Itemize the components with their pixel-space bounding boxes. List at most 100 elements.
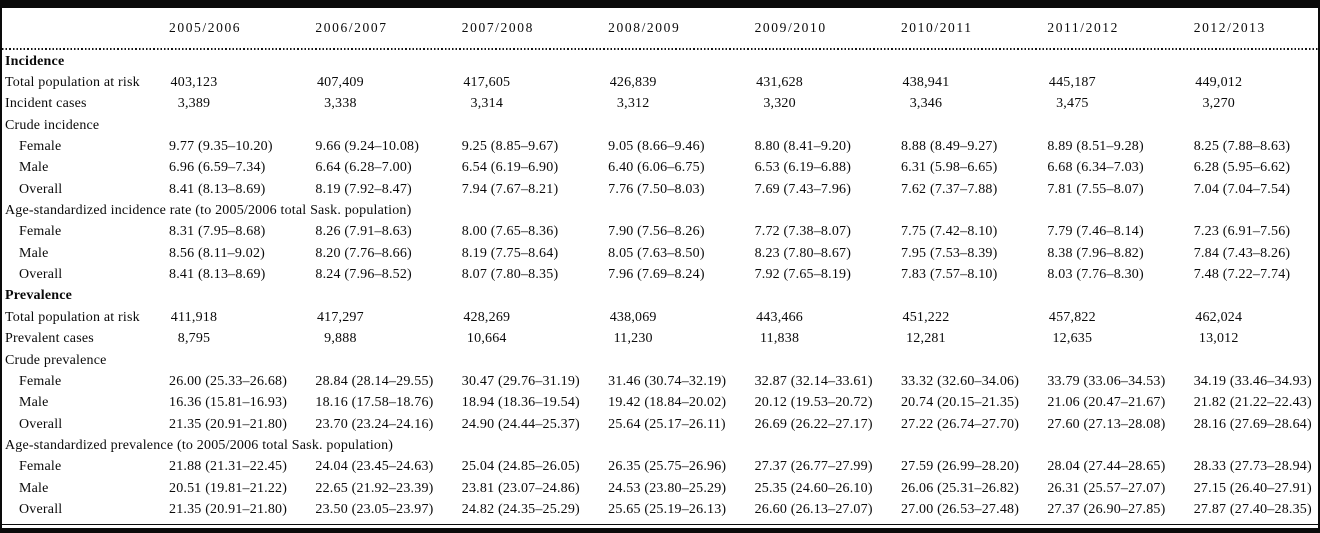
population-number: 457,822 bbox=[1048, 309, 1096, 325]
population-number: 449,012 bbox=[1195, 75, 1243, 91]
data-cell: 7.23 (6.91–7.56) bbox=[1193, 224, 1291, 240]
population-number: 8,795 bbox=[177, 331, 211, 347]
row-label: Male bbox=[19, 480, 49, 496]
data-cell: 6.28 (5.95–6.62) bbox=[1193, 160, 1291, 176]
data-cell: 6.31 (5.98–6.65) bbox=[900, 160, 998, 176]
data-cell: 25.35 (24.60–26.10) bbox=[754, 480, 873, 496]
data-cell: 30.47 (29.76–31.19) bbox=[461, 373, 580, 389]
table-row: Incidence bbox=[2, 51, 1318, 72]
data-cell: 7.04 (7.04–7.54) bbox=[1193, 181, 1291, 197]
data-cell: 8.23 (7.80–8.67) bbox=[754, 245, 852, 261]
data-cell: 426,839 bbox=[608, 75, 754, 91]
population-number: 12,635 bbox=[1052, 331, 1093, 347]
data-cell: 26.00 (25.33–26.68) bbox=[169, 373, 288, 389]
data-cell: 22.65 (21.92–23.39) bbox=[315, 480, 434, 496]
data-cell: 8.38 (7.96–8.82) bbox=[1047, 245, 1144, 261]
data-cell: 7.84 (7.43–8.26) bbox=[1193, 245, 1291, 261]
data-cell: 32.87 (32.14–33.61) bbox=[754, 373, 873, 389]
data-cell: 20.51 (19.81–21.22) bbox=[169, 480, 288, 496]
population-number: 3,346 bbox=[909, 96, 943, 112]
data-cell: 27.00 (26.53–27.48) bbox=[900, 501, 1020, 517]
row-label: Total population at risk bbox=[5, 75, 140, 91]
row-label: Male bbox=[19, 160, 49, 176]
table-row: Crude prevalence bbox=[2, 350, 1318, 371]
table-row: Overall 21.35 (20.91–21.80) 23.70 (23.24–2… bbox=[2, 414, 1318, 435]
column-header-year: 2007/2008 bbox=[461, 20, 534, 35]
table-row: Female 21.88 (21.31–22.45) 24.04 (23.45–24… bbox=[2, 457, 1318, 478]
population-number: 445,187 bbox=[1048, 75, 1096, 91]
data-cell: 7.90 (7.56–8.26) bbox=[608, 224, 705, 240]
table-row: Age-standardized incidence rate (to 2005… bbox=[2, 200, 1318, 221]
population-number: 3,389 bbox=[177, 96, 211, 112]
data-cell: 8.03 (7.76–8.30) bbox=[1047, 267, 1144, 283]
data-cell: 27.22 (26.74–27.70) bbox=[900, 416, 1020, 432]
data-cell: 8.31 (7.95–8.68) bbox=[169, 224, 266, 240]
data-cell: 8.41 (8.13–8.69) bbox=[169, 267, 266, 283]
data-cell: 18.16 (17.58–18.76) bbox=[315, 395, 434, 411]
data-cell: 8.19 (7.92–8.47) bbox=[315, 181, 412, 197]
data-cell: 33.32 (32.60–34.06) bbox=[900, 373, 1020, 389]
data-cell: 449,012 bbox=[1194, 75, 1318, 91]
data-cell: 407,409 bbox=[315, 75, 461, 91]
data-cell: 6.40 (6.06–6.75) bbox=[608, 160, 705, 176]
population-number: 411,918 bbox=[170, 309, 218, 325]
column-header-year: 2006/2007 bbox=[315, 20, 388, 35]
row-label: Age-standardized incidence rate (to 2005… bbox=[5, 203, 412, 219]
population-number: 3,320 bbox=[763, 96, 796, 112]
data-cell: 462,024 bbox=[1194, 310, 1318, 326]
table-row: Female 9.77 (9.35–10.20) 9.66 (9.24–10.08)… bbox=[2, 136, 1318, 157]
row-label: Crude prevalence bbox=[5, 352, 107, 368]
data-cell: 27.87 (27.40–28.35) bbox=[1193, 501, 1312, 517]
data-cell: 9,888 bbox=[315, 331, 461, 347]
data-cell: 25.64 (25.17–26.11) bbox=[608, 416, 726, 432]
data-cell: 3,338 bbox=[315, 96, 461, 112]
population-number: 11,230 bbox=[613, 331, 653, 347]
table-row: Female 26.00 (25.33–26.68) 28.84 (28.14–29… bbox=[2, 371, 1318, 392]
population-number: 438,069 bbox=[609, 309, 657, 325]
table-row: Male 6.96 (6.59–7.34) 6.64 (6.28–7.00) 6.54… bbox=[2, 158, 1318, 179]
data-cell: 438,941 bbox=[901, 75, 1047, 91]
data-cell: 6.53 (6.19–6.88) bbox=[754, 160, 852, 176]
data-cell: 417,297 bbox=[315, 310, 461, 326]
data-cell: 6.64 (6.28–7.00) bbox=[315, 160, 412, 176]
data-cell: 21.88 (21.31–22.45) bbox=[169, 459, 288, 475]
population-number: 451,222 bbox=[902, 309, 950, 325]
data-cell: 21.35 (20.91–21.80) bbox=[169, 501, 288, 517]
row-label: Age-standardized prevalence (to 2005/200… bbox=[5, 438, 394, 454]
data-cell: 20.74 (20.15–21.35) bbox=[900, 395, 1020, 411]
data-cell: 8.41 (8.13–8.69) bbox=[169, 181, 266, 197]
population-number: 431,628 bbox=[756, 75, 804, 91]
data-cell: 9.66 (9.24–10.08) bbox=[315, 139, 420, 155]
population-number: 12,281 bbox=[906, 331, 946, 347]
data-cell: 20.12 (19.53–20.72) bbox=[754, 395, 873, 411]
population-number: 9,888 bbox=[324, 331, 357, 347]
data-cell: 7.94 (7.67–8.21) bbox=[461, 181, 559, 197]
data-cell: 7.48 (7.22–7.74) bbox=[1193, 267, 1291, 283]
table-row: Total population at risk 411,918 417,297 42… bbox=[2, 307, 1318, 328]
data-cell: 8.25 (7.88–8.63) bbox=[1193, 139, 1291, 155]
data-cell: 7.75 (7.42–8.10) bbox=[900, 224, 998, 240]
data-cell: 8,795 bbox=[169, 331, 315, 347]
header-separator-dotted-rule bbox=[2, 48, 1318, 50]
row-label: Overall bbox=[19, 416, 63, 432]
row-label: Male bbox=[19, 245, 49, 261]
row-label: Crude incidence bbox=[5, 118, 100, 134]
data-cell: 7.81 (7.55–8.07) bbox=[1047, 181, 1144, 197]
data-cell: 8.19 (7.75–8.64) bbox=[461, 245, 559, 261]
data-cell: 18.94 (18.36–19.54) bbox=[461, 395, 580, 411]
population-number: 10,664 bbox=[466, 331, 507, 347]
population-number: 13,012 bbox=[1198, 331, 1239, 347]
table-row: Crude incidence bbox=[2, 115, 1318, 136]
table-bottom-rule bbox=[2, 523, 1318, 525]
data-cell: 7.72 (7.38–8.07) bbox=[754, 224, 852, 240]
data-cell: 7.79 (7.46–8.14) bbox=[1047, 224, 1144, 240]
data-cell: 443,466 bbox=[755, 310, 901, 326]
table-row: Prevalent cases 8,795 9,888 10,664 11,230 11,… bbox=[2, 328, 1318, 349]
table-row: Male 16.36 (15.81–16.93) 18.16 (17.58–18.7… bbox=[2, 393, 1318, 414]
data-cell: 23.81 (23.07–24.86) bbox=[461, 480, 580, 496]
data-cell: 28.33 (27.73–28.94) bbox=[1193, 459, 1312, 475]
data-cell: 26.69 (26.22–27.17) bbox=[754, 416, 873, 432]
data-cell: 27.15 (26.40–27.91) bbox=[1193, 480, 1312, 496]
data-cell: 8.26 (7.91–8.63) bbox=[315, 224, 412, 240]
